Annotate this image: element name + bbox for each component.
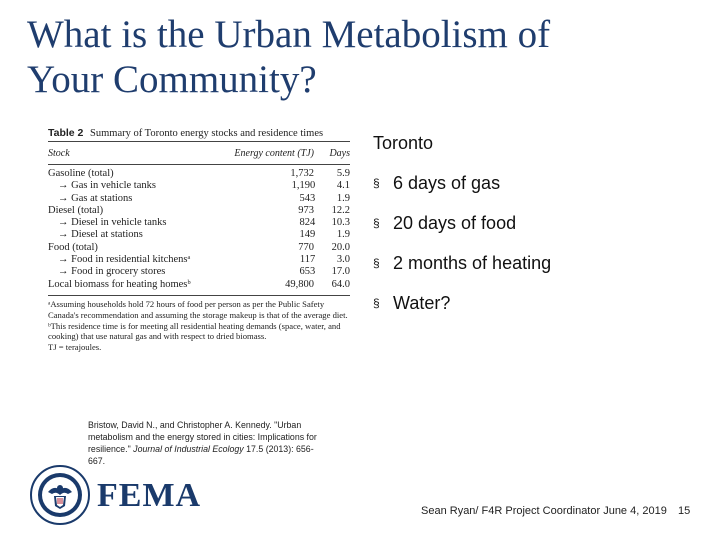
header-energy: Energy content (TJ) — [234, 148, 314, 159]
bullet-marker-icon: § — [373, 176, 380, 190]
cell-days: 1.9 — [336, 192, 351, 204]
bullet-marker-icon: § — [373, 216, 380, 230]
table-note: ᵇThis residence time is for meeting all … — [48, 320, 341, 342]
cell-days: 5.9 — [336, 168, 350, 179]
cell-stock: → Diesel in vehicle tanks — [58, 217, 167, 229]
cell-energy: 149 — [299, 229, 316, 241]
footer-text: Sean Ryan/ F4R Project Coordinator June … — [421, 505, 667, 517]
slide-title-line-1: What is the Urban Metabolism of — [27, 13, 551, 56]
table-row: → Diesel in vehicle tanks 824 10.3 — [48, 217, 350, 229]
cell-days: 64.0 — [331, 278, 350, 290]
cell-stock: Diesel (total) — [48, 204, 104, 216]
bullet-text: 20 days of food — [393, 213, 517, 233]
cell-energy: 117 — [299, 254, 316, 266]
cell-days: 10.3 — [331, 217, 351, 229]
bullet-list: Toronto § 6 days of gas § 20 days of food § 2… — [373, 131, 703, 331]
cell-energy: 653 — [299, 266, 316, 278]
table-row: Diesel (total) 973 12.2 — [48, 205, 350, 217]
slide-title-line-2: Your Community? — [27, 58, 317, 101]
cell-energy: 543 — [299, 192, 316, 204]
bullet-items: § 6 days of gas § 20 days of food § 2 months … — [373, 171, 703, 315]
bullet-text: 2 months of heating — [393, 253, 552, 273]
cell-energy: 770 — [298, 241, 314, 253]
dhs-seal-icon — [30, 465, 90, 525]
table-note: TJ = terajoules. — [48, 342, 102, 353]
cell-energy: 1,190 — [291, 180, 316, 192]
cell-stock: Gasoline (total) — [48, 168, 114, 179]
bullet-heading: Toronto — [373, 133, 434, 153]
header-stock: Stock — [48, 148, 70, 159]
table-bottom-rule — [48, 294, 350, 296]
table-body: Gasoline (total) 1,732 5.9 → Gas in vehicle… — [48, 168, 350, 291]
cell-days: 20.0 — [331, 241, 350, 253]
cell-stock: → Gas at stations — [58, 192, 133, 204]
citation-journal: Journal of Industrial Ecology — [133, 444, 244, 454]
cell-energy: 1,732 — [290, 168, 314, 179]
citation: Bristow, David N., and Christopher A. Ke… — [88, 419, 328, 467]
table-row: → Food in residential kitchensᵃ 117 3.0 — [48, 254, 350, 266]
cell-stock: Food (total) — [48, 241, 98, 253]
cell-stock: Local biomass for heating homesᵇ — [48, 278, 191, 290]
table-row: → Diesel at stations 149 1.9 — [48, 229, 350, 241]
bullet-text: 6 days of gas — [393, 173, 501, 193]
table-row: Gasoline (total) 1,732 5.9 — [48, 168, 350, 180]
bullet-text: Water? — [393, 293, 451, 313]
energy-stocks-table: Table 2 Summary of Toronto energy stocks… — [48, 126, 350, 353]
table-header: Stock Energy content (TJ) Days — [48, 147, 350, 165]
bullet-marker-icon: § — [373, 296, 380, 310]
bullet-item: § 6 days of gas — [373, 171, 703, 195]
table-row: → Gas in vehicle tanks 1,190 4.1 — [48, 180, 350, 192]
cell-days: 17.0 — [331, 266, 351, 278]
cell-days: 4.1 — [336, 180, 351, 192]
header-days: Days — [329, 148, 350, 159]
table-note: ᵃAssuming households hold 72 hours of fo… — [48, 298, 348, 320]
table-row: → Gas at stations 543 1.9 — [48, 193, 350, 205]
table-caption-label: Table 2 — [48, 127, 84, 139]
cell-stock: → Food in grocery stores — [58, 266, 166, 278]
citation-volume: 17.5 (2013): 656-667. — [88, 444, 314, 466]
cell-stock: → Diesel at stations — [58, 229, 143, 241]
cell-energy: 49,800 — [285, 278, 314, 290]
table-caption: Table 2 Summary of Toronto energy stocks… — [48, 126, 350, 142]
cell-days: 12.2 — [331, 204, 350, 216]
page-number: 15 — [678, 505, 691, 517]
bullet-item: § 20 days of food — [373, 211, 703, 235]
cell-days: 3.0 — [336, 254, 351, 266]
citation-authors-title: Bristow, David N., and Christopher A. Ke… — [88, 420, 317, 454]
table-caption-text: Summary of Toronto energy stocks and res… — [90, 128, 324, 139]
table-notes: ᵃAssuming households hold 72 hours of fo… — [48, 299, 350, 353]
cell-days: 1.9 — [336, 229, 351, 241]
fema-wordmark: FEMA — [97, 477, 202, 514]
table-row: Food (total) 770 20.0 — [48, 242, 350, 254]
slide-title: What is the Urban Metabolism of Your Com… — [27, 12, 687, 102]
table-row: Local biomass for heating homesᵇ 49,800 64… — [48, 279, 350, 291]
bullet-item: § Water? — [373, 291, 703, 315]
cell-stock: → Gas in vehicle tanks — [58, 180, 156, 192]
cell-stock: → Food in residential kitchensᵃ — [58, 254, 191, 266]
bullet-item: § 2 months of heating — [373, 251, 703, 275]
table-row: → Food in grocery stores 653 17.0 — [48, 266, 350, 278]
cell-energy: 973 — [298, 204, 314, 216]
bullet-marker-icon: § — [373, 256, 380, 270]
cell-energy: 824 — [299, 217, 316, 229]
